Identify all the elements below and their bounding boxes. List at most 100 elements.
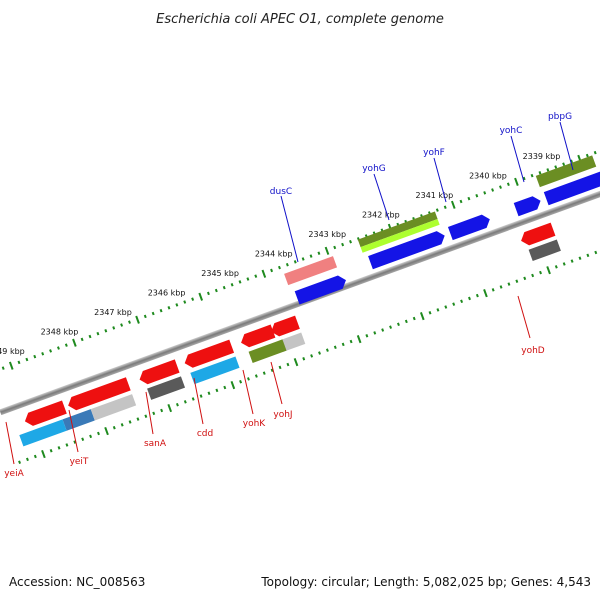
gene-yeiA[interactable] [13,400,72,447]
outer-minor-tick [206,291,210,296]
scale-label: 2340 kbp [469,171,507,180]
outer-minor-tick [120,323,124,327]
gene-box [528,239,561,262]
inner-major-tick [293,358,299,367]
scale-label: 2344 kbp [255,249,293,258]
gene-sanA[interactable] [137,359,186,401]
gene-box [535,155,597,188]
gene-box [360,219,440,253]
inner-minor-tick [578,256,582,260]
outer-minor-tick [104,329,108,333]
leader-line [5,421,15,465]
inner-minor-tick [404,319,408,324]
genome-summary-text: Topology: circular; Length: 5,082,025 bp… [260,575,591,589]
inner-minor-tick [120,423,124,427]
outer-minor-tick [214,288,218,293]
gene-box [284,256,338,286]
leader-line [373,173,390,221]
gene-yeiT[interactable] [56,377,137,431]
outer-minor-tick [238,280,242,284]
outer-minor-tick [112,326,116,330]
outer-minor-tick [33,354,37,359]
outer-minor-tick [309,254,313,258]
gene-yohC[interactable] [513,194,543,217]
outer-minor-tick [41,352,45,356]
outer-minor-tick [341,242,345,247]
gene-arrow [24,400,67,426]
gene-pbpG[interactable] [535,155,600,206]
outer-minor-tick [230,283,234,287]
gene-yohF[interactable] [447,213,492,241]
forward-strand [284,155,600,306]
inner-minor-tick [531,273,535,278]
inner-minor-tick [254,374,258,378]
gene-box [147,376,186,400]
gene-box [90,394,137,421]
outer-major-tick [8,361,14,370]
inner-minor-tick [239,380,243,384]
leader-line [270,361,283,405]
gene-cdd[interactable] [182,339,240,385]
inner-minor-tick [160,408,164,413]
outer-minor-tick [585,153,589,158]
outer-minor-tick [293,260,297,264]
outer-major-tick [324,246,330,255]
inner-minor-tick [207,391,211,395]
outer-minor-tick [593,150,597,155]
inner-minor-tick [26,457,29,462]
leader-line [145,391,154,435]
gene-yohK[interactable] [239,322,287,364]
accession-text: Accession: NC_008563 [9,575,145,589]
inner-minor-tick [302,357,306,361]
inner-minor-tick [318,351,321,355]
outer-minor-tick [435,208,439,212]
gene-label-sanA: sanA [144,439,167,449]
inner-minor-tick [175,402,179,407]
inner-minor-tick [215,388,219,393]
gene-label-yohK: yohK [243,419,267,429]
inner-minor-tick [262,371,266,375]
inner-tick-track [18,250,598,464]
gene-box [190,356,240,385]
gene-arrow [521,222,556,246]
outer-minor-tick [17,360,21,365]
scale-label: 2348 kbp [41,327,79,336]
outer-minor-tick [538,171,542,175]
outer-major-tick [135,315,140,324]
inner-major-tick [167,403,173,413]
inner-minor-tick [373,331,377,335]
outer-minor-tick [506,182,510,187]
outer-minor-tick [151,311,155,316]
gene-label-yohF: yohF [423,148,445,158]
inner-minor-tick [128,420,132,424]
outer-minor-tick [88,334,92,339]
outer-minor-tick [1,366,5,370]
outer-minor-tick [491,188,495,192]
inner-minor-tick [349,339,353,344]
gene-yohD[interactable] [519,222,561,263]
outer-minor-tick [443,205,447,209]
gene-arrow [271,315,300,337]
gene-yohJ[interactable] [269,315,306,354]
scale-label: 2342 kbp [362,210,400,219]
scale-label: 2349 kbp [0,347,25,356]
inner-minor-tick [586,253,590,258]
inner-minor-tick [81,437,85,441]
gene-yohG[interactable] [357,211,447,270]
inner-minor-tick [144,414,148,418]
inner-minor-tick [389,325,393,329]
inner-minor-tick [136,417,140,421]
gene-dusC[interactable] [284,255,348,306]
outer-minor-tick [349,239,352,244]
inner-minor-tick [325,348,329,352]
scale-label: 2341 kbp [416,191,454,200]
inner-major-tick [41,449,46,459]
inner-minor-tick [97,431,100,436]
inner-minor-tick [436,308,440,312]
outer-minor-tick [25,357,29,362]
gene-arrow [241,324,276,348]
inner-minor-tick [18,460,22,464]
outer-minor-tick [333,245,337,250]
leader-line [433,157,447,203]
